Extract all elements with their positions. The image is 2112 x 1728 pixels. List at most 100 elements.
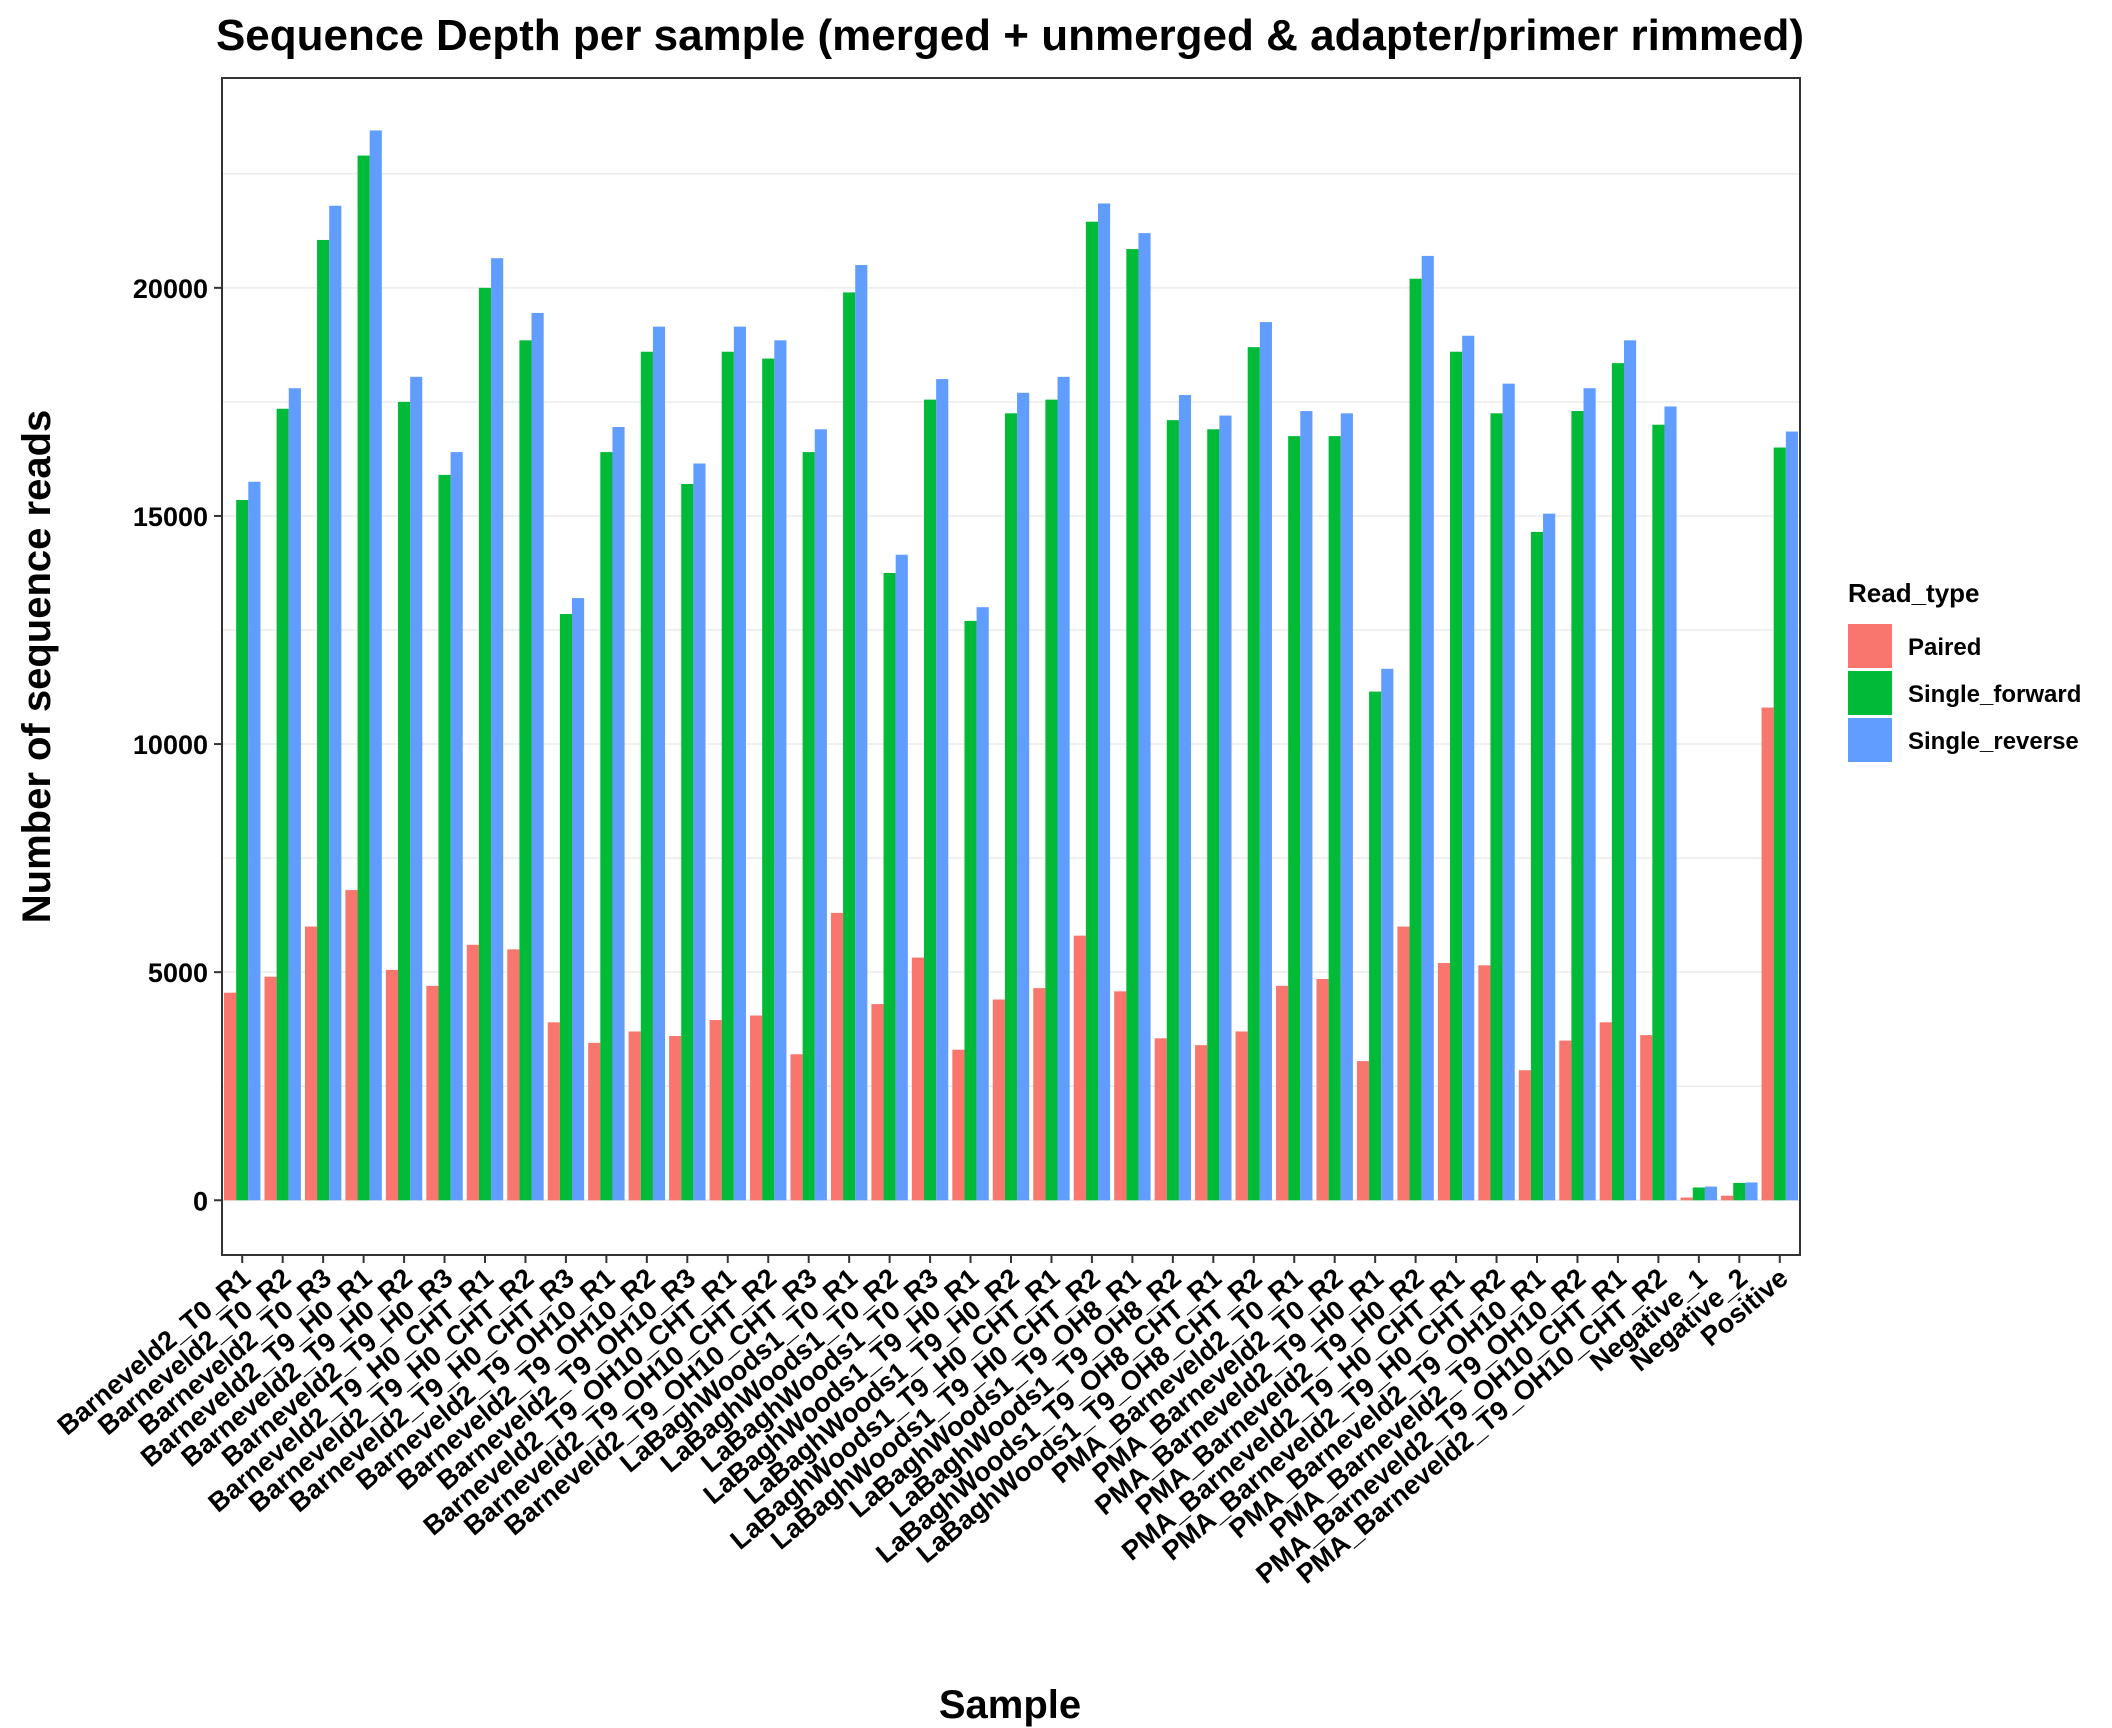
bar-paired xyxy=(345,890,358,1201)
bar-single-forward xyxy=(1611,363,1624,1201)
bar-paired xyxy=(911,957,925,1201)
bar-single-forward xyxy=(438,474,451,1201)
bar-paired xyxy=(871,1004,884,1201)
bar-single-forward xyxy=(1773,447,1786,1201)
x-axis-title: Sample xyxy=(939,1683,1081,1727)
bar-single-forward xyxy=(317,239,330,1201)
bar-single-reverse xyxy=(1219,415,1232,1201)
bar-single-forward xyxy=(1126,249,1139,1201)
bar-single-reverse xyxy=(329,205,342,1201)
bar-paired xyxy=(952,1049,965,1201)
bar-single-reverse xyxy=(895,554,908,1201)
legend: Read_type Paired Single_forward Single_rev… xyxy=(1848,578,2081,762)
x-axis: Barneveld2_T0_R1Barneveld2_T0_R2Barnevel… xyxy=(52,1255,1794,1589)
bar-single-forward xyxy=(1207,429,1220,1201)
bar-single-reverse xyxy=(450,452,463,1201)
chart-title: Sequence Depth per sample (merged + unme… xyxy=(216,11,1804,60)
bar-paired xyxy=(1559,1040,1572,1201)
bar-paired xyxy=(264,976,277,1201)
bar-paired xyxy=(1721,1195,1734,1201)
bar-single-reverse xyxy=(774,340,787,1201)
bar-single-reverse xyxy=(1381,668,1394,1201)
bar-single-reverse xyxy=(1704,1186,1718,1201)
bar-single-forward xyxy=(1328,436,1341,1201)
bar-single-reverse xyxy=(652,326,666,1201)
legend-label: Single_reverse xyxy=(1908,728,2079,755)
bar-single-reverse xyxy=(1097,203,1111,1201)
bar-single-reverse xyxy=(1583,388,1596,1201)
bar-paired xyxy=(1073,935,1086,1201)
bar-single-forward xyxy=(1692,1187,1705,1201)
legend-key xyxy=(1848,671,1892,715)
bar-paired xyxy=(588,1042,601,1201)
bar-paired xyxy=(628,1031,641,1201)
bar-single-reverse xyxy=(1259,322,1272,1201)
bar-single-reverse xyxy=(855,265,868,1201)
bar-single-forward xyxy=(1409,278,1422,1201)
bar-single-reverse xyxy=(1421,255,1434,1201)
y-tick-label: 5000 xyxy=(148,958,208,988)
bar-single-reverse xyxy=(1502,383,1515,1201)
bar-single-forward xyxy=(640,351,653,1201)
bar-single-forward xyxy=(924,399,937,1201)
y-tick-label: 0 xyxy=(193,1186,208,1216)
bar-single-forward xyxy=(1733,1182,1746,1201)
bar-single-reverse xyxy=(1057,376,1070,1201)
bar-single-forward xyxy=(762,358,775,1201)
bar-single-reverse xyxy=(248,481,261,1201)
bar-single-reverse xyxy=(369,130,382,1201)
bar-single-forward xyxy=(1490,413,1503,1201)
legend-label: Paired xyxy=(1908,634,1981,661)
bar-single-reverse xyxy=(1785,431,1798,1201)
bar-paired xyxy=(1154,1038,1167,1201)
bar-paired xyxy=(426,985,439,1201)
bar-single-reverse xyxy=(1543,513,1556,1201)
bar-paired xyxy=(1478,965,1491,1201)
bar-single-reverse xyxy=(571,598,585,1201)
bar-single-forward xyxy=(398,401,411,1201)
bar-single-reverse xyxy=(1745,1182,1758,1201)
bar-single-forward xyxy=(843,292,856,1201)
bar-single-forward xyxy=(1369,691,1382,1201)
bar-single-reverse xyxy=(814,429,827,1201)
bar-paired xyxy=(466,944,479,1201)
bar-single-reverse xyxy=(733,326,746,1201)
bar-single-forward xyxy=(883,572,896,1201)
bar-single-forward xyxy=(1530,531,1544,1201)
bar-single-reverse xyxy=(1340,413,1353,1201)
bar-single-forward xyxy=(559,614,572,1201)
bar-paired xyxy=(1680,1197,1693,1201)
bar-single-reverse xyxy=(1017,392,1030,1201)
bar-paired xyxy=(750,1015,763,1201)
bar-single-reverse xyxy=(1462,335,1475,1201)
bar-paired xyxy=(1033,988,1046,1201)
bar-paired xyxy=(1235,1031,1248,1201)
legend-key xyxy=(1848,624,1892,668)
bar-paired xyxy=(830,912,844,1201)
bar-paired xyxy=(304,926,318,1201)
bar-single-reverse xyxy=(491,258,504,1201)
bar-paired xyxy=(1276,985,1289,1201)
bar-single-forward xyxy=(1288,436,1301,1201)
bar-single-reverse xyxy=(1300,411,1313,1201)
bar-paired xyxy=(1518,1070,1531,1201)
bar-single-forward xyxy=(1166,420,1179,1201)
bar-single-forward xyxy=(1247,347,1260,1201)
bar-paired xyxy=(224,992,237,1201)
bar-single-reverse xyxy=(976,607,989,1201)
bar-single-forward xyxy=(478,287,492,1201)
bar-single-forward xyxy=(964,620,977,1201)
bar-paired xyxy=(992,999,1005,1201)
bar-single-forward xyxy=(1085,221,1098,1201)
bar-single-forward xyxy=(802,452,815,1201)
bar-paired xyxy=(669,1036,682,1201)
bar-single-forward xyxy=(1045,399,1058,1201)
bar-paired xyxy=(709,1020,722,1201)
bar-single-forward xyxy=(276,408,289,1201)
bar-single-forward xyxy=(721,351,734,1201)
bar-paired xyxy=(1356,1061,1370,1201)
y-axis: 0 5000 10000 15000 20000 xyxy=(133,274,222,1216)
bar-single-reverse xyxy=(410,376,423,1201)
bar-single-reverse xyxy=(936,379,949,1201)
